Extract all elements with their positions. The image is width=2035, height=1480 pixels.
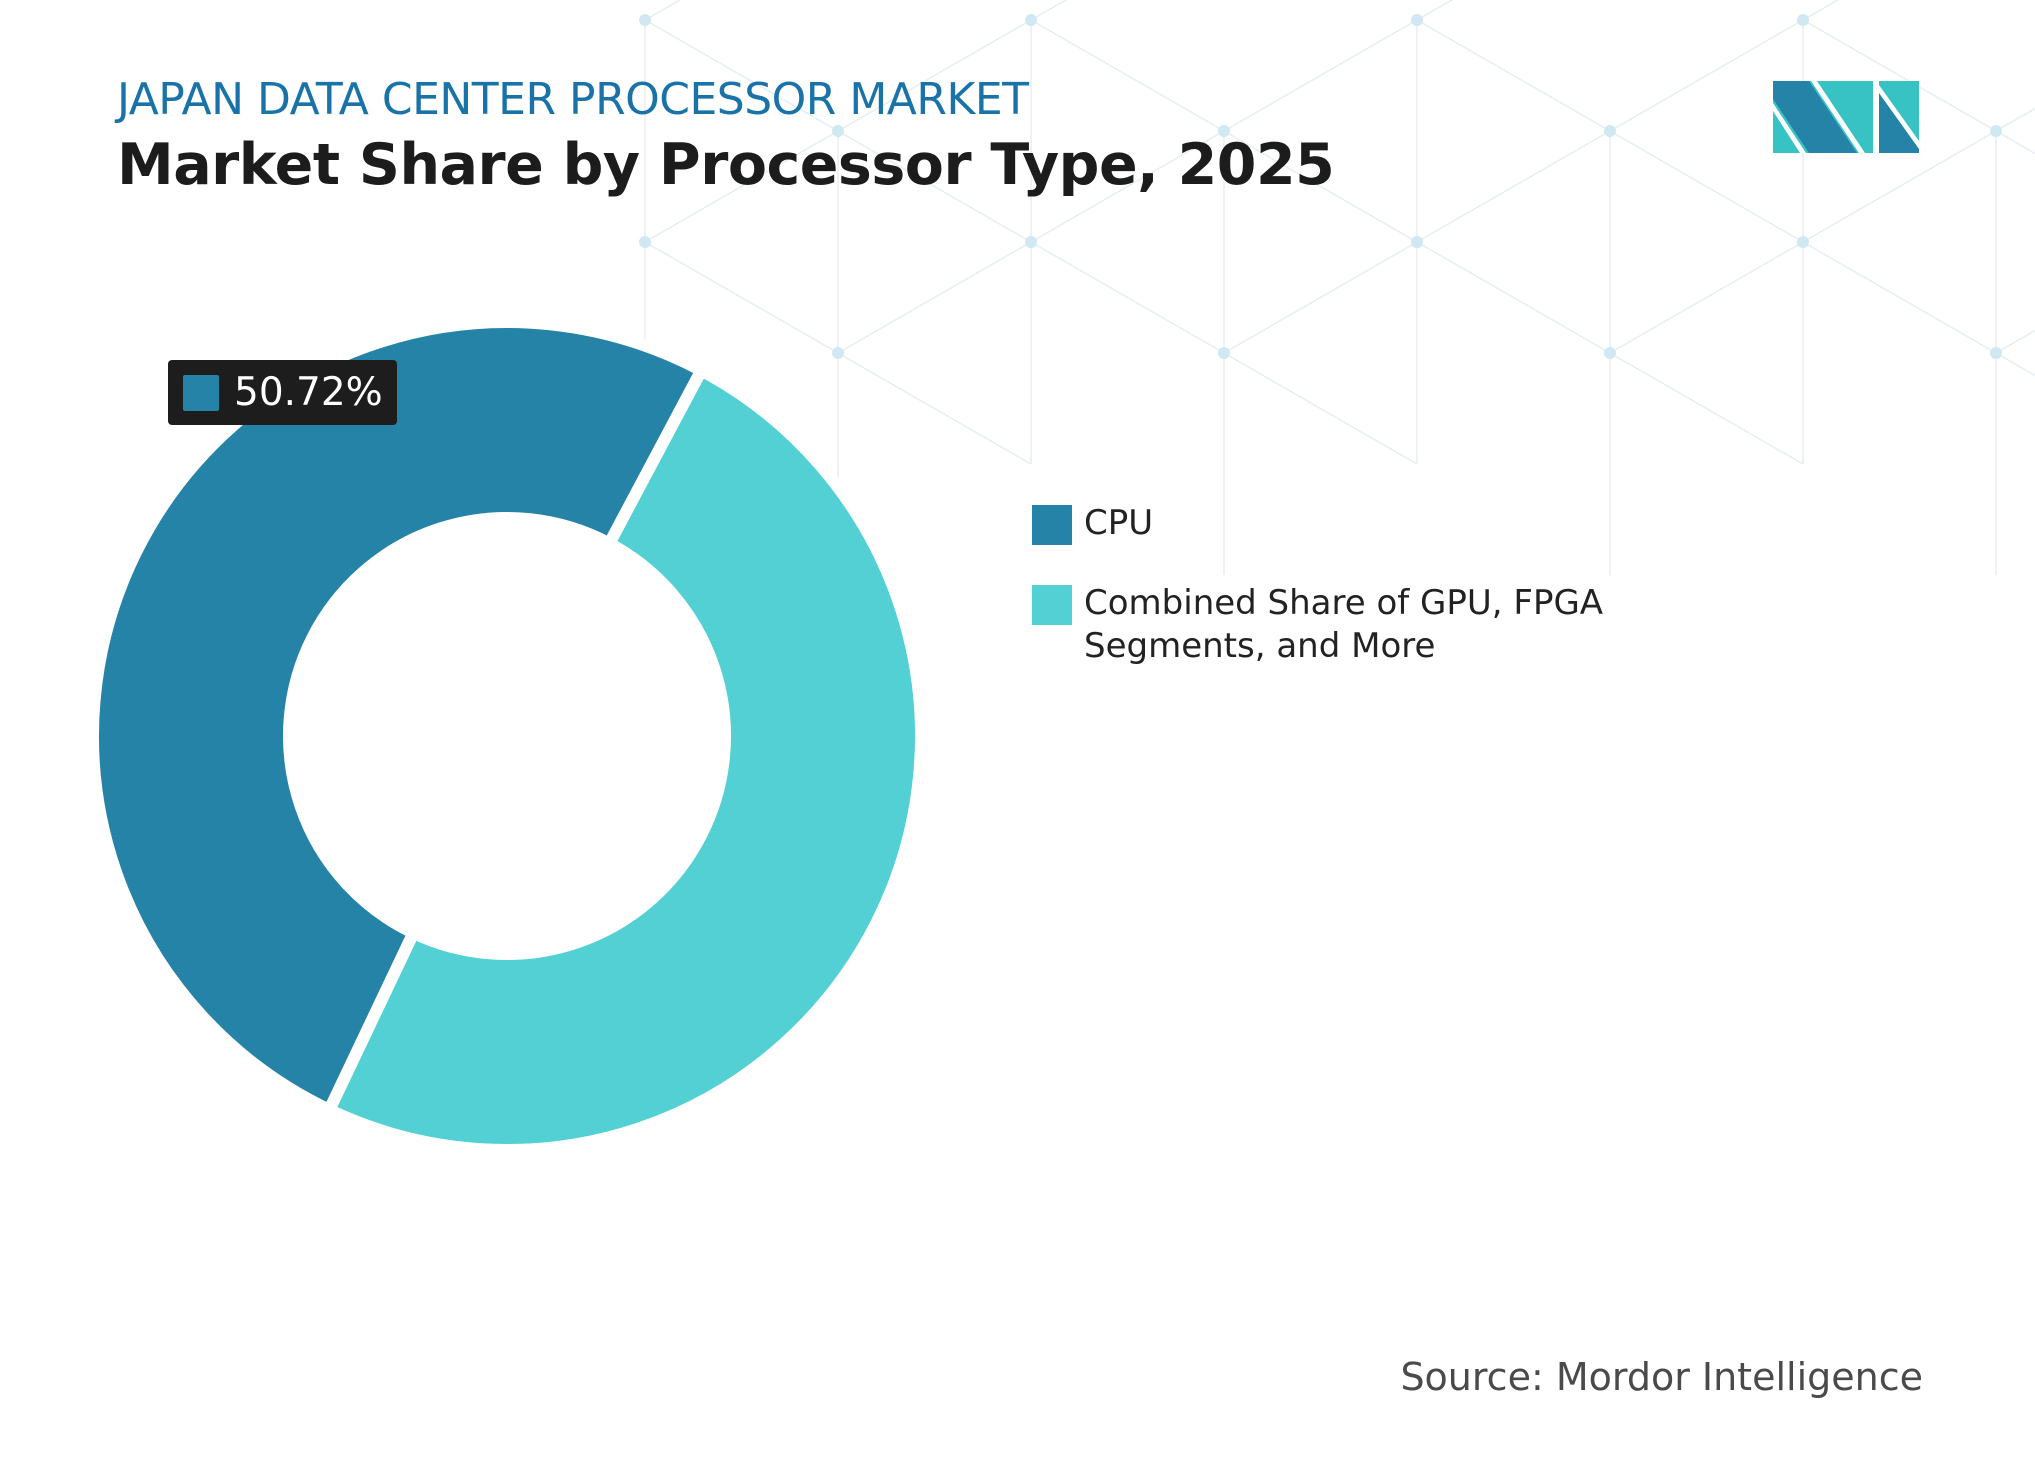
chart-title: Market Share by Processor Type, 2025 — [117, 132, 1335, 198]
data-label-swatch — [183, 374, 219, 411]
legend-item-others: Combined Share of GPU, FPGA Segments, an… — [1032, 583, 1644, 668]
legend-item-cpu: CPU — [1032, 503, 1644, 545]
mordor-intelligence-logo — [1773, 81, 1919, 153]
source-note: Source: Mordor Intelligence — [1400, 1355, 1923, 1399]
donut-slice-others — [321, 362, 927, 1157]
legend-label-cpu: CPU — [1084, 503, 1154, 543]
legend: CPU Combined Share of GPU, FPGA Segments… — [1032, 503, 1644, 708]
data-label-cpu: 50.72% — [168, 360, 397, 425]
legend-swatch-cpu — [1032, 505, 1072, 545]
chart-kicker: JAPAN DATA CENTER PROCESSOR MARKET — [117, 74, 1029, 125]
donut-slice-cpu — [87, 316, 710, 1118]
legend-label-others: Combined Share of GPU, FPGA Segments, an… — [1084, 583, 1604, 666]
legend-swatch-others — [1032, 585, 1072, 625]
hex-network-decoration — [639, 0, 2035, 575]
data-label-text: 50.72% — [234, 370, 383, 415]
